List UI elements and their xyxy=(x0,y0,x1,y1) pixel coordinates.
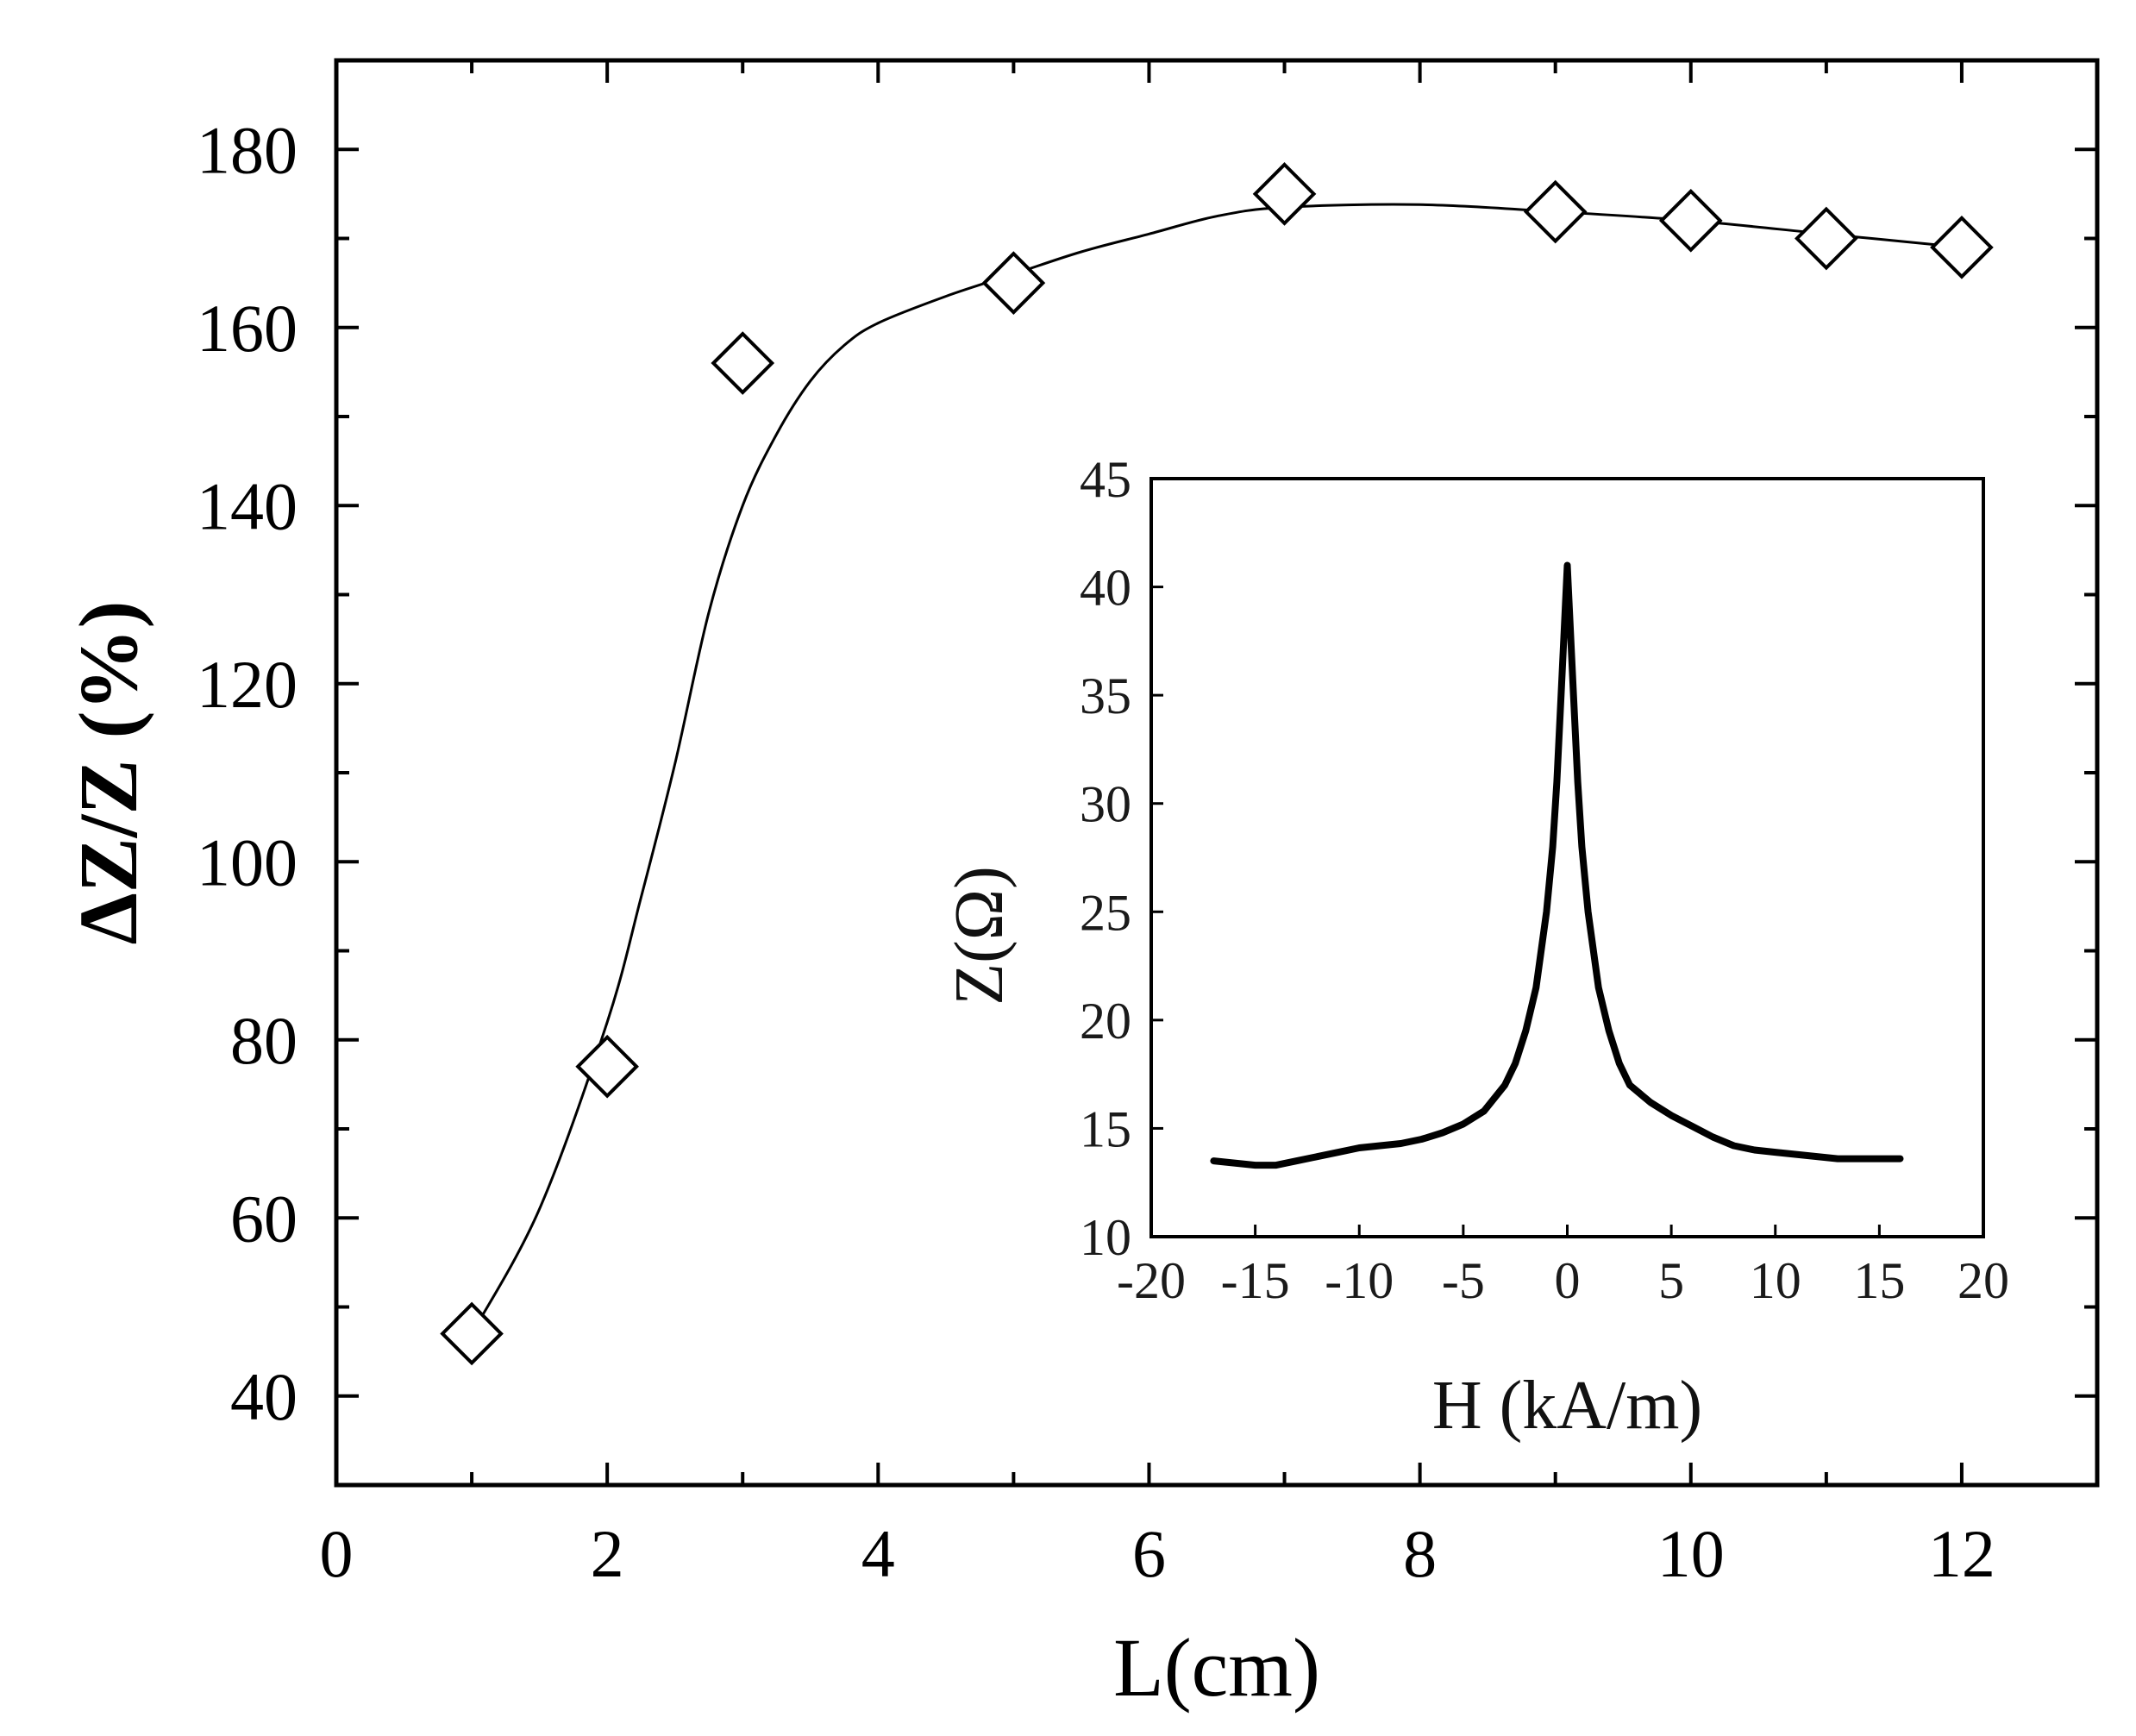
main-y-tick-label: 140 xyxy=(197,468,298,543)
inset-y-tick-label: 25 xyxy=(1080,884,1131,941)
main-data-point xyxy=(711,331,775,395)
inset-x-tick-label: -20 xyxy=(1117,1252,1186,1309)
inset-x-tick-label: 0 xyxy=(1555,1252,1581,1309)
inset-y-tick-label: 20 xyxy=(1080,993,1131,1050)
inset-impedance-curve xyxy=(1210,561,1904,1169)
inset-x-tick-label: 10 xyxy=(1750,1252,1801,1309)
inset-x-tick-label: 5 xyxy=(1658,1252,1684,1309)
inset-x-tick-label: 15 xyxy=(1853,1252,1905,1309)
main-x-axis-label: L(cm) xyxy=(1113,1621,1320,1714)
main-data-point xyxy=(1252,162,1317,226)
main-data-point xyxy=(575,1034,639,1099)
main-y-axis-label: ΔZ/Z (%) xyxy=(62,601,154,945)
main-x-tick-label: 8 xyxy=(1403,1516,1437,1591)
main-y-tick-label: 80 xyxy=(230,1003,298,1078)
main-x-tick-label: 6 xyxy=(1132,1516,1166,1591)
main-y-tick-label: 60 xyxy=(230,1181,298,1256)
inset-y-tick-label: 30 xyxy=(1080,776,1131,833)
inset-y-axis-label: Z(Ω) xyxy=(942,866,1018,1006)
main-data-point xyxy=(1795,206,1858,271)
main-y-tick-label: 40 xyxy=(230,1359,298,1434)
main-x-tick-label: 0 xyxy=(320,1516,354,1591)
main-y-tick-label: 120 xyxy=(197,647,298,722)
inset-x-tick-label: -15 xyxy=(1221,1252,1290,1309)
main-x-tick-label: 12 xyxy=(1928,1516,1995,1591)
inset-y-tick-label: 15 xyxy=(1080,1100,1131,1157)
main-data-point xyxy=(1658,189,1723,253)
inset-x-tick-label: 20 xyxy=(1957,1252,2009,1309)
inset-x-tick-label: -5 xyxy=(1442,1252,1485,1309)
main-y-tick-label: 160 xyxy=(197,291,298,366)
main-x-tick-label: 4 xyxy=(861,1516,895,1591)
main-y-tick-label: 180 xyxy=(197,112,298,187)
main-data-point xyxy=(981,251,1046,315)
inset-y-tick-label: 40 xyxy=(1080,560,1131,617)
main-chart: 0 2 4 6 8 10 12406080100120140160180L(cm)ΔZ/Z … xyxy=(62,58,2100,1714)
inset-y-tick-label: 10 xyxy=(1080,1209,1131,1266)
inset-y-tick-label: 45 xyxy=(1080,451,1131,508)
main-y-tick-label: 100 xyxy=(197,824,298,899)
main-data-point xyxy=(1930,215,1994,279)
main-data-point xyxy=(440,1301,504,1366)
inset-chart: -20 -15 -10 -5 0 5 10 15 20 10 15 20 25 30 35 40 45 H (kA… xyxy=(942,451,2009,1444)
main-x-tick-label: 2 xyxy=(591,1516,624,1591)
inset-y-tick-label: 35 xyxy=(1080,667,1131,724)
inset-x-axis-label: H (kA/m) xyxy=(1432,1368,1702,1444)
main-x-tick-label: 10 xyxy=(1657,1516,1725,1591)
main-data-point xyxy=(1523,179,1588,244)
inset-x-tick-label: -10 xyxy=(1325,1252,1394,1309)
